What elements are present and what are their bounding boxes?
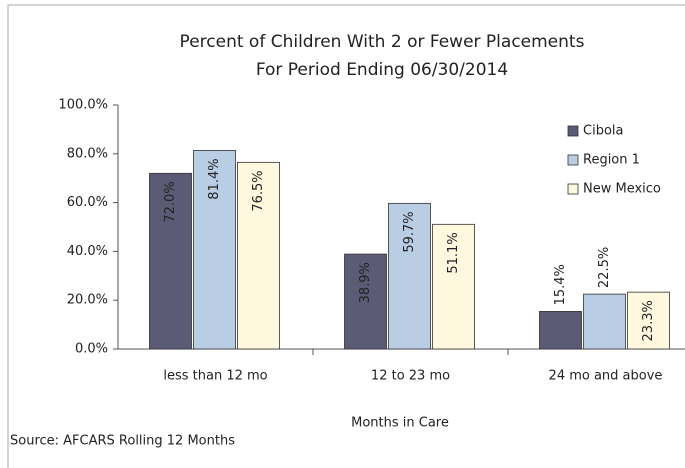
- bar: [627, 291, 670, 350]
- x-tick-label: less than 12 mo: [163, 369, 267, 384]
- bar: [388, 202, 431, 350]
- value-label: 22.5%: [597, 247, 612, 288]
- value-label: 15.4%: [553, 264, 568, 305]
- chart-title: Percent of Children With 2 or Fewer Plac…: [180, 32, 585, 52]
- legend-swatch: [567, 125, 579, 137]
- y-tick-label: 60.0%: [67, 195, 108, 210]
- value-label: 76.5%: [251, 170, 266, 211]
- chart-subtitle: For Period Ending 06/30/2014: [256, 60, 508, 80]
- value-label: 51.1%: [446, 232, 461, 273]
- source-note: Source: AFCARS Rolling 12 Months: [10, 434, 235, 449]
- x-tick-label: 12 to 23 mo: [371, 369, 450, 384]
- bar: [193, 149, 236, 350]
- value-label: 81.4%: [207, 158, 222, 199]
- legend-label: Region 1: [583, 153, 640, 168]
- y-tick-label: 100.0%: [58, 98, 108, 113]
- bar: [539, 311, 582, 350]
- value-label: 23.3%: [641, 300, 656, 341]
- bar: [237, 161, 280, 350]
- x-tick-label: 24 mo and above: [549, 369, 663, 384]
- value-label: 38.9%: [358, 262, 373, 303]
- x-axis-title: Months in Care: [351, 416, 449, 431]
- y-tick-label: 80.0%: [67, 146, 108, 161]
- bar: [344, 253, 387, 350]
- legend-swatch: [567, 154, 579, 166]
- legend-label: Cibola: [583, 124, 623, 139]
- bar: [432, 223, 475, 350]
- value-label: 72.0%: [163, 181, 178, 222]
- y-tick-label: 0.0%: [75, 342, 108, 357]
- legend-label: New Mexico: [583, 182, 661, 197]
- legend-swatch: [567, 183, 579, 195]
- y-tick-label: 40.0%: [67, 244, 108, 259]
- bar: [583, 293, 626, 350]
- y-tick-label: 20.0%: [67, 293, 108, 308]
- value-label: 59.7%: [402, 211, 417, 252]
- bar: [149, 172, 192, 350]
- chart-frame: [7, 4, 685, 468]
